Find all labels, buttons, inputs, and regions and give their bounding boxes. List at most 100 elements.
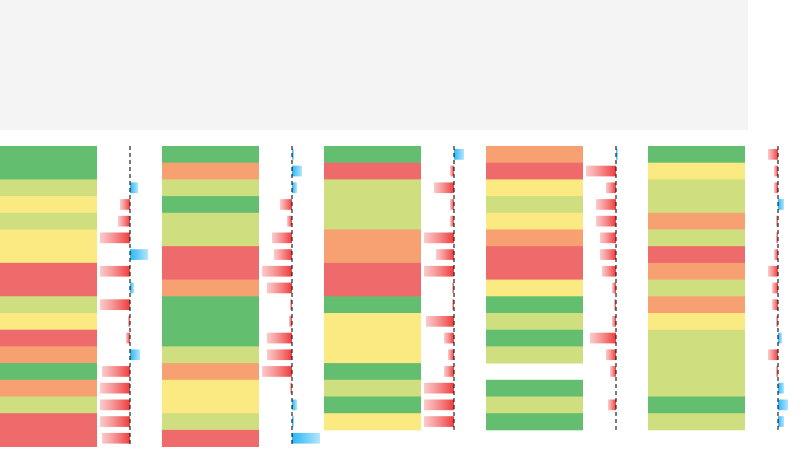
- band: [0, 413, 97, 431]
- band: [324, 396, 421, 414]
- band: [648, 313, 745, 331]
- band: [324, 379, 421, 397]
- band: [324, 162, 421, 180]
- bar: [292, 432, 320, 444]
- bar: [130, 282, 134, 294]
- bar: [267, 349, 292, 361]
- band: [648, 212, 745, 230]
- band: [324, 313, 421, 331]
- band: [0, 262, 97, 280]
- bar: [292, 416, 294, 427]
- bar: [267, 332, 292, 344]
- band: [486, 279, 583, 297]
- bar: [292, 165, 302, 177]
- band: [648, 413, 745, 431]
- bar: [612, 282, 616, 294]
- band: [0, 346, 97, 364]
- band: [162, 229, 259, 247]
- band: [648, 296, 745, 314]
- bar: [768, 265, 778, 277]
- bar: [774, 249, 778, 260]
- bar: [612, 316, 616, 327]
- band: [0, 146, 97, 164]
- bar: [287, 215, 292, 227]
- bar: [772, 299, 778, 310]
- bar: [100, 416, 130, 427]
- band: [162, 212, 259, 230]
- band: [0, 296, 97, 314]
- bar: [292, 182, 297, 194]
- bar: [452, 299, 454, 310]
- bar: [772, 282, 778, 294]
- bar: [776, 215, 778, 227]
- bar: [778, 416, 784, 427]
- bar: [610, 366, 616, 377]
- header-panel: [0, 0, 748, 130]
- bar: [262, 265, 292, 277]
- band: [486, 146, 583, 164]
- bar: [102, 432, 130, 444]
- band: [648, 179, 745, 197]
- band: [162, 262, 259, 280]
- band: [162, 196, 259, 214]
- band: [0, 246, 97, 264]
- band: [0, 313, 97, 331]
- band: [486, 296, 583, 314]
- band: [486, 162, 583, 180]
- bar: [424, 382, 454, 394]
- bar: [606, 349, 616, 361]
- bar: [450, 199, 454, 210]
- bar: [774, 182, 778, 194]
- bar: [600, 232, 616, 244]
- bar: [452, 282, 454, 294]
- bar: [778, 199, 784, 210]
- band: [324, 279, 421, 297]
- bar: [267, 282, 292, 294]
- band: [486, 346, 583, 364]
- band: [486, 262, 583, 280]
- band: [324, 363, 421, 381]
- bar: [444, 366, 454, 377]
- band: [324, 262, 421, 280]
- band: [648, 379, 745, 397]
- band: [0, 363, 97, 381]
- bar: [774, 165, 778, 177]
- bar: [778, 399, 788, 411]
- bar: [100, 382, 130, 394]
- bar: [450, 165, 454, 177]
- bar: [130, 182, 138, 194]
- bar: [586, 165, 616, 177]
- band: [162, 429, 259, 447]
- bar: [426, 316, 454, 327]
- band: [648, 196, 745, 214]
- band: [486, 379, 583, 397]
- band: [648, 246, 745, 264]
- bar: [262, 366, 292, 377]
- band: [648, 363, 745, 381]
- bar: [778, 332, 782, 344]
- bar: [100, 265, 130, 277]
- band: [648, 396, 745, 414]
- bar: [608, 399, 616, 411]
- bar: [290, 299, 292, 310]
- band: [486, 212, 583, 230]
- bar: [100, 399, 130, 411]
- band: [0, 379, 97, 397]
- band: [324, 179, 421, 197]
- bar: [130, 249, 148, 260]
- bar: [778, 382, 784, 394]
- band: [486, 246, 583, 264]
- bar: [102, 366, 130, 377]
- band: [0, 429, 97, 447]
- band: [0, 162, 97, 180]
- bar: [272, 232, 292, 244]
- bar: [434, 182, 454, 194]
- band: [162, 413, 259, 431]
- band: [162, 296, 259, 314]
- bar: [454, 149, 464, 160]
- bar: [424, 265, 454, 277]
- bar: [274, 249, 292, 260]
- bar: [424, 416, 454, 427]
- bar: [289, 316, 292, 327]
- band: [162, 346, 259, 364]
